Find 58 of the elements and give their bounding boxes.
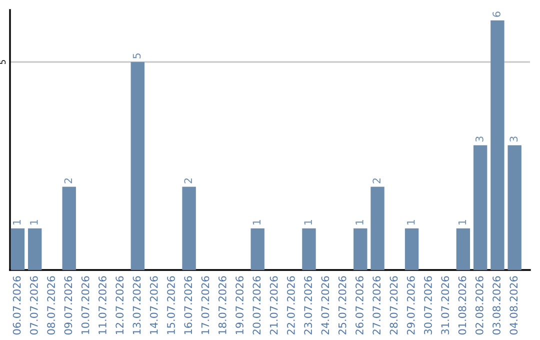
x-tick-label: 22.07.2026 xyxy=(286,276,295,334)
data-label: 2 xyxy=(372,178,380,184)
data-label: 2 xyxy=(184,178,192,184)
x-tick-label: 01.08.2026 xyxy=(458,276,466,335)
bar xyxy=(130,62,144,270)
x-tick-label: 07.07.2026 xyxy=(30,276,38,335)
x-tick-label: 15.07.2026 xyxy=(167,276,175,334)
x-tick-label: 21.07.2026 xyxy=(270,276,278,334)
bar xyxy=(10,228,25,270)
x-tick-label: 28.07.2026 xyxy=(390,276,398,334)
bar xyxy=(404,228,419,270)
data-label: 6 xyxy=(492,12,500,17)
bar xyxy=(354,228,368,270)
x-tick-label: 12.07.2026 xyxy=(116,276,124,334)
bar xyxy=(62,186,76,270)
x-tick-label: 03.08.2026 xyxy=(492,276,500,335)
bar xyxy=(302,228,316,270)
x-tick-label: 09.07.2026 xyxy=(64,276,72,335)
x-tick-label: 10.07.2026 xyxy=(81,276,90,334)
x-tick-label: 18.07.2026 xyxy=(218,276,226,334)
data-label: 3 xyxy=(510,136,518,142)
bar xyxy=(182,186,196,270)
x-tick-label: 19.07.2026 xyxy=(236,276,244,334)
data-label: 1 xyxy=(407,220,415,224)
x-tick-label: 11.07.2026 xyxy=(98,276,106,334)
x-tick-label: 23.07.2026 xyxy=(304,276,312,334)
data-label: 5 xyxy=(132,54,141,58)
data-label: 1 xyxy=(304,220,312,224)
x-tick-label: 14.07.2026 xyxy=(150,276,158,334)
bar xyxy=(508,145,522,270)
x-tick-label: 02.08.2026 xyxy=(475,276,484,335)
x-tick-label: 08.07.2026 xyxy=(47,276,55,335)
x-tick-label: 30.07.2026 xyxy=(424,276,432,334)
data-label: 3 xyxy=(475,136,484,142)
bar xyxy=(456,228,470,270)
x-tick-label: 04.08.2026 xyxy=(510,276,518,335)
bar xyxy=(490,20,504,270)
data-label: 1 xyxy=(458,220,466,224)
data-label: 1 xyxy=(12,220,21,224)
data-label: 2 xyxy=(64,178,72,184)
x-tick-label: 24.07.2026 xyxy=(321,276,330,334)
x-tick-label: 26.07.2026 xyxy=(356,276,364,334)
bar xyxy=(250,228,264,270)
x-tick-label: 29.07.2026 xyxy=(406,276,415,334)
x-tick-label: 16.07.2026 xyxy=(184,276,192,334)
x-tick-label: 17.07.2026 xyxy=(201,276,210,334)
data-label: 1 xyxy=(252,220,260,224)
x-tick-label: 31.07.2026 xyxy=(441,276,450,334)
x-tick-label: 25.07.2026 xyxy=(338,276,346,334)
data-label: 1 xyxy=(356,220,364,224)
x-tick-label: 06.07.2026 xyxy=(12,276,21,335)
bar xyxy=(28,228,42,270)
bar xyxy=(473,145,488,270)
data-label: 1 xyxy=(30,220,38,224)
x-tick-label: 13.07.2026 xyxy=(132,276,141,334)
x-tick-label: 20.07.2026 xyxy=(252,276,261,334)
bar xyxy=(370,186,384,270)
x-tick-label: 27.07.2026 xyxy=(372,276,381,334)
